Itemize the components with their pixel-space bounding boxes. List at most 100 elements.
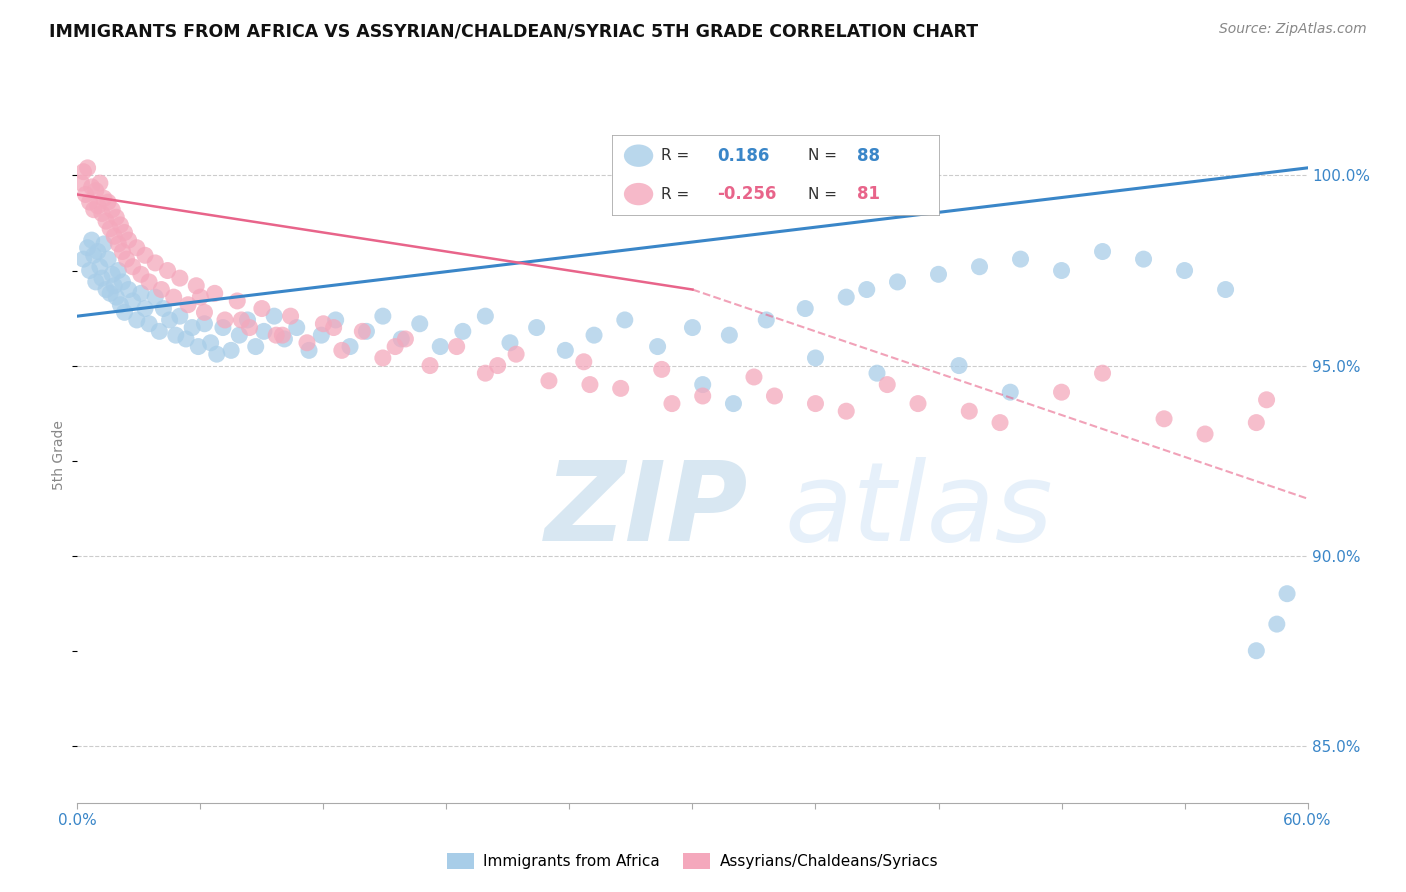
- Point: [718, 328, 741, 343]
- Text: Source: ZipAtlas.com: Source: ZipAtlas.com: [1219, 22, 1367, 37]
- Point: [499, 335, 522, 350]
- Point: [325, 313, 347, 327]
- Text: N =: N =: [808, 186, 837, 202]
- Point: [174, 332, 197, 346]
- Point: [651, 362, 673, 376]
- Point: [1153, 412, 1175, 426]
- Point: [371, 309, 394, 323]
- Point: [89, 176, 111, 190]
- Text: 81: 81: [858, 185, 880, 203]
- Point: [647, 340, 669, 354]
- Point: [159, 313, 181, 327]
- Point: [804, 396, 827, 410]
- Point: [356, 324, 378, 338]
- Point: [866, 366, 889, 380]
- Point: [107, 236, 129, 251]
- Point: [682, 320, 704, 334]
- Text: 88: 88: [858, 146, 880, 165]
- Point: [72, 164, 94, 178]
- Text: ZIP: ZIP: [546, 457, 748, 564]
- Point: [1050, 385, 1073, 400]
- Point: [181, 320, 204, 334]
- Point: [1246, 416, 1268, 430]
- Point: [204, 286, 226, 301]
- Point: [200, 335, 222, 350]
- Point: [474, 309, 496, 323]
- Ellipse shape: [624, 145, 654, 167]
- Text: IMMIGRANTS FROM AFRICA VS ASSYRIAN/CHALDEAN/SYRIAC 5TH GRADE CORRELATION CHART: IMMIGRANTS FROM AFRICA VS ASSYRIAN/CHALD…: [49, 22, 979, 40]
- Point: [583, 328, 606, 343]
- Point: [474, 366, 496, 380]
- Point: [148, 324, 170, 338]
- Point: [87, 244, 110, 259]
- Point: [322, 320, 344, 334]
- Point: [1050, 263, 1073, 277]
- Point: [114, 305, 136, 319]
- Point: [876, 377, 898, 392]
- Point: [105, 211, 128, 225]
- Point: [90, 206, 114, 220]
- Point: [239, 320, 262, 334]
- Point: [83, 248, 105, 262]
- Point: [263, 309, 285, 323]
- Point: [273, 332, 295, 346]
- Point: [1000, 385, 1022, 400]
- Point: [107, 263, 129, 277]
- Point: [1091, 366, 1114, 380]
- Point: [226, 293, 249, 308]
- Text: atlas: atlas: [785, 457, 1053, 564]
- Point: [193, 317, 215, 331]
- Point: [231, 313, 253, 327]
- Point: [94, 283, 117, 297]
- Point: [115, 252, 138, 266]
- Point: [103, 229, 125, 244]
- Point: [125, 313, 148, 327]
- Point: [330, 343, 353, 358]
- Point: [169, 271, 191, 285]
- Point: [89, 260, 111, 274]
- Point: [186, 278, 208, 293]
- Point: [1265, 617, 1288, 632]
- Point: [988, 416, 1011, 430]
- Point: [271, 328, 294, 343]
- Point: [117, 233, 139, 247]
- Point: [742, 370, 765, 384]
- Point: [105, 290, 128, 304]
- Point: [389, 332, 412, 346]
- Point: [188, 290, 212, 304]
- Point: [79, 195, 101, 210]
- Point: [98, 221, 121, 235]
- Point: [117, 283, 139, 297]
- Point: [129, 268, 152, 282]
- Point: [352, 324, 374, 338]
- Point: [138, 317, 160, 331]
- Point: [83, 202, 105, 217]
- Point: [177, 298, 200, 312]
- Point: [692, 389, 714, 403]
- Point: [295, 335, 318, 350]
- Point: [110, 298, 132, 312]
- Point: [110, 218, 132, 232]
- Point: [264, 328, 287, 343]
- Point: [93, 236, 115, 251]
- Point: [111, 275, 134, 289]
- Point: [661, 396, 683, 410]
- Point: [214, 313, 236, 327]
- Point: [285, 320, 308, 334]
- Point: [143, 290, 166, 304]
- Point: [114, 226, 136, 240]
- Point: [692, 377, 714, 392]
- Point: [1194, 427, 1216, 442]
- Point: [948, 359, 970, 373]
- Point: [1091, 244, 1114, 259]
- Point: [723, 396, 745, 410]
- Point: [526, 320, 548, 334]
- Point: [187, 340, 209, 354]
- Point: [311, 328, 333, 343]
- Point: [150, 283, 173, 297]
- Point: [76, 161, 98, 175]
- Y-axis label: 5th Grade: 5th Grade: [52, 420, 66, 490]
- Point: [129, 286, 152, 301]
- Point: [1174, 263, 1197, 277]
- Point: [205, 347, 228, 361]
